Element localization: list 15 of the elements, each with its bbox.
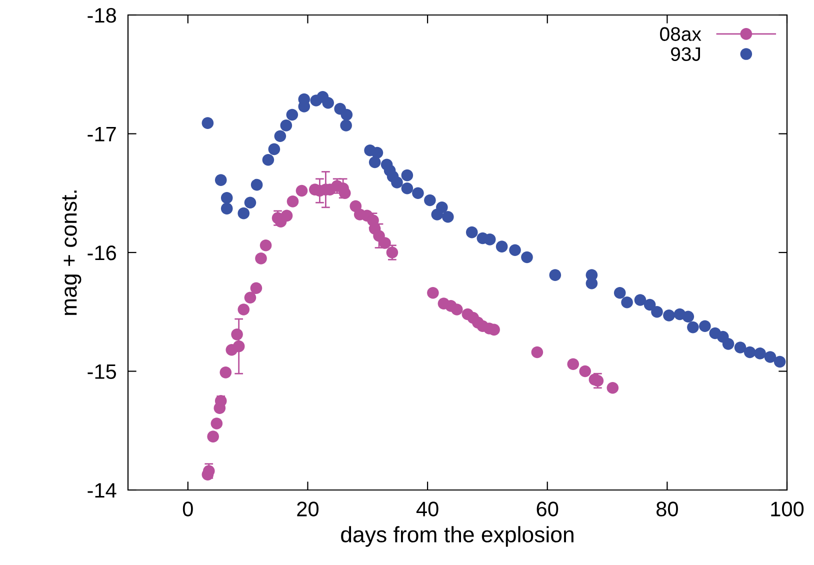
y-tick-label: -18	[88, 8, 116, 23]
legend-label: 93J	[671, 47, 700, 62]
x-tick-label: 0	[182, 502, 193, 516]
x-tick-label: 100	[771, 502, 804, 516]
x-tick-label: 60	[536, 502, 558, 516]
y-tick-label: -14	[88, 483, 116, 498]
x-tick-label: 80	[656, 502, 678, 516]
y-tick-label: -16	[88, 246, 116, 260]
x-tick-label: 40	[416, 502, 438, 516]
y-tick-label: -15	[88, 364, 116, 380]
x-tick-label: 20	[297, 502, 318, 516]
x-axis-title: days from the explosion	[341, 526, 574, 547]
y-tick-label: -17	[88, 126, 116, 142]
y-axis-title: mag + const.	[62, 190, 82, 315]
legend-label: 08ax	[660, 27, 702, 41]
